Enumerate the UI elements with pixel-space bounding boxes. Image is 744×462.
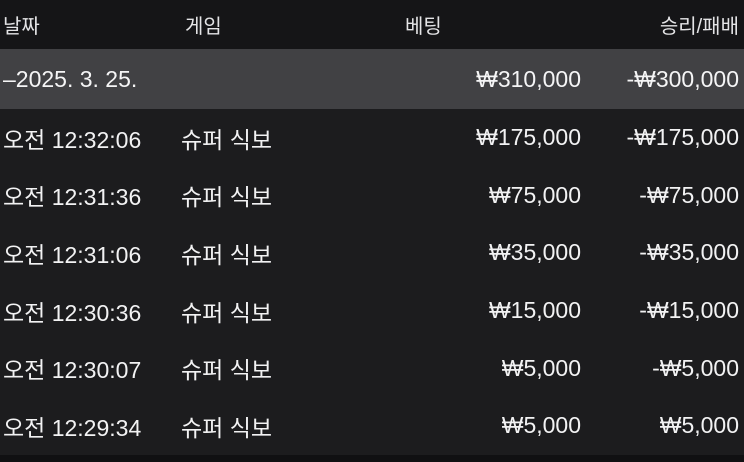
row-bet: ₩5,000 xyxy=(501,412,581,439)
bottom-divider xyxy=(0,455,744,462)
row-time: 오전 12:31:06 xyxy=(3,241,142,268)
table-row[interactable]: 오전 12:30:07 슈퍼 식보 ₩5,000 -₩5,000 xyxy=(0,339,744,397)
summary-winloss: -₩300,000 xyxy=(626,65,739,92)
table-header: 날짜 게임 베팅 승리/패배 xyxy=(0,0,744,49)
row-bet: ₩35,000 xyxy=(488,239,581,266)
summary-row[interactable]: –2025. 3. 25. ₩310,000 -₩300,000 xyxy=(0,49,744,109)
row-winloss: -₩175,000 xyxy=(626,124,739,151)
column-header-bet: 베팅 xyxy=(405,16,442,38)
column-header-winloss: 승리/패배 xyxy=(659,16,739,38)
column-header-game: 게임 xyxy=(185,16,222,38)
summary-date: –2025. 3. 25. xyxy=(3,65,138,92)
row-bet: ₩175,000 xyxy=(476,124,581,151)
row-time: 오전 12:29:34 xyxy=(3,414,142,441)
row-game: 슈퍼 식보 xyxy=(181,357,273,384)
row-winloss: -₩15,000 xyxy=(639,297,739,324)
row-game: 슈퍼 식보 xyxy=(181,126,273,153)
table-row[interactable]: 오전 12:32:06 슈퍼 식보 ₩175,000 -₩175,000 xyxy=(0,109,744,167)
row-winloss: ₩5,000 xyxy=(659,412,739,439)
summary-bet: ₩310,000 xyxy=(476,65,581,92)
row-game: 슈퍼 식보 xyxy=(181,299,273,326)
row-time: 오전 12:31:36 xyxy=(3,184,142,211)
table-row[interactable]: 오전 12:31:06 슈퍼 식보 ₩35,000 -₩35,000 xyxy=(0,224,744,282)
table-row[interactable]: 오전 12:31:36 슈퍼 식보 ₩75,000 -₩75,000 xyxy=(0,166,744,225)
row-winloss: -₩5,000 xyxy=(652,354,739,381)
row-game: 슈퍼 식보 xyxy=(181,184,273,211)
row-bet: ₩75,000 xyxy=(488,181,581,208)
table-row[interactable]: 오전 12:29:34 슈퍼 식보 ₩5,000 ₩5,000 xyxy=(0,396,744,455)
row-game: 슈퍼 식보 xyxy=(181,241,273,268)
row-winloss: -₩35,000 xyxy=(639,239,739,266)
row-bet: ₩15,000 xyxy=(488,297,581,324)
row-time: 오전 12:30:07 xyxy=(3,357,142,384)
row-winloss: -₩75,000 xyxy=(639,181,739,208)
column-header-date: 날짜 xyxy=(3,16,40,38)
row-bet: ₩5,000 xyxy=(501,354,581,381)
row-time: 오전 12:32:06 xyxy=(3,126,142,153)
row-game: 슈퍼 식보 xyxy=(181,414,273,441)
row-time: 오전 12:30:36 xyxy=(3,299,142,326)
table-row[interactable]: 오전 12:30:36 슈퍼 식보 ₩15,000 -₩15,000 xyxy=(0,281,744,340)
